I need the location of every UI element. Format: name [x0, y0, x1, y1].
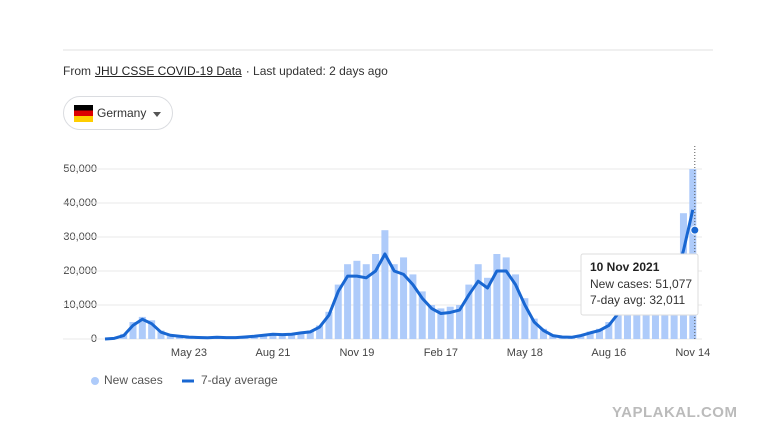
- bar: [614, 308, 622, 339]
- bar: [670, 267, 678, 339]
- bar: [446, 306, 454, 339]
- bar: [381, 230, 389, 339]
- y-tick-label: 0: [91, 333, 97, 345]
- y-tick-label: 30,000: [63, 231, 97, 243]
- bar: [428, 305, 436, 339]
- bar: [222, 337, 230, 339]
- bar: [306, 330, 314, 339]
- bar: [474, 264, 482, 339]
- legend-label: New cases: [104, 373, 163, 387]
- bar: [605, 322, 613, 339]
- bar: [260, 334, 268, 339]
- x-tick-label: Nov 19: [339, 347, 374, 359]
- bar: [288, 333, 296, 339]
- bar: [540, 328, 548, 339]
- bar: [110, 337, 118, 339]
- bar: [437, 308, 445, 339]
- bar: [372, 254, 380, 339]
- bar: [269, 333, 277, 339]
- x-tick-label: Nov 14: [675, 347, 710, 359]
- bar: [558, 336, 566, 339]
- bar: [409, 274, 417, 339]
- tooltip-date: 10 Nov 2021: [590, 260, 660, 274]
- updated: · Last updated: 2 days ago: [245, 64, 388, 78]
- bar: [493, 254, 501, 339]
- legend-swatch: [91, 377, 99, 385]
- avg-line: [104, 209, 695, 341]
- watermark: YAPLAKAL.COM: [612, 404, 738, 421]
- bar: [642, 311, 650, 339]
- bar: [679, 213, 687, 339]
- bar: [148, 320, 156, 339]
- tooltip-new: New cases: 51,077: [590, 277, 692, 291]
- y-tick-label: 20,000: [63, 265, 97, 277]
- bar: [120, 333, 128, 339]
- bar: [586, 331, 594, 339]
- x-tick-label: May 23: [171, 347, 207, 359]
- bar: [362, 264, 370, 339]
- bar: [661, 294, 669, 339]
- tooltip-avg: 7-day avg: 32,011: [590, 293, 686, 307]
- bar: [166, 334, 174, 339]
- bar: [344, 264, 352, 339]
- country-select[interactable]: Germany: [63, 96, 173, 130]
- bar: [595, 328, 603, 339]
- bar: [530, 318, 538, 339]
- y-tick-label: 50,000: [63, 163, 97, 175]
- bar: [568, 336, 575, 339]
- bar: [157, 330, 165, 339]
- bar: [278, 334, 286, 339]
- legend-label: 7-day average: [201, 373, 278, 387]
- bar: [689, 169, 697, 339]
- bar: [250, 335, 258, 339]
- bar: [334, 284, 342, 339]
- bar: [651, 305, 659, 339]
- flag: [74, 105, 93, 122]
- bar: [512, 274, 520, 339]
- bar: [418, 291, 426, 339]
- country: Germany: [97, 106, 147, 120]
- source-line: From JHU CSSE COVID-19 Data · Last updated…: [63, 64, 388, 78]
- bar: [484, 277, 492, 339]
- bar: [390, 264, 398, 339]
- bar: [465, 284, 473, 339]
- bar: [400, 257, 408, 339]
- bar: [204, 337, 212, 339]
- bar: [232, 337, 240, 339]
- bar: [213, 336, 221, 339]
- bar: [456, 305, 464, 339]
- hover-dot: [690, 225, 700, 235]
- bar: [297, 332, 305, 339]
- x-tick-label: May 18: [507, 347, 543, 359]
- tooltip-box: [580, 253, 699, 316]
- bar: [623, 298, 631, 339]
- bar: [521, 298, 529, 339]
- bar: [325, 311, 333, 339]
- bar: [502, 257, 510, 339]
- bar: [129, 322, 137, 339]
- x-tick-label: Aug 21: [256, 347, 291, 359]
- bar: [549, 334, 557, 339]
- y-tick-label: 10,000: [63, 299, 97, 311]
- x-tick-label: Aug 16: [591, 347, 626, 359]
- bar: [194, 337, 202, 339]
- bar: [316, 325, 324, 339]
- bar: [353, 260, 361, 339]
- x-tick-label: Feb 17: [424, 347, 458, 359]
- bar: [138, 316, 146, 339]
- bar: [633, 305, 641, 339]
- bar: [241, 336, 249, 339]
- source-prefix: From: [63, 64, 91, 78]
- caret: [153, 112, 161, 121]
- bar: [176, 335, 184, 339]
- y-tick-label: 40,000: [63, 197, 97, 209]
- bar: [577, 334, 585, 339]
- source-link[interactable]: JHU CSSE COVID-19 Data: [95, 64, 242, 78]
- bar: [185, 336, 193, 339]
